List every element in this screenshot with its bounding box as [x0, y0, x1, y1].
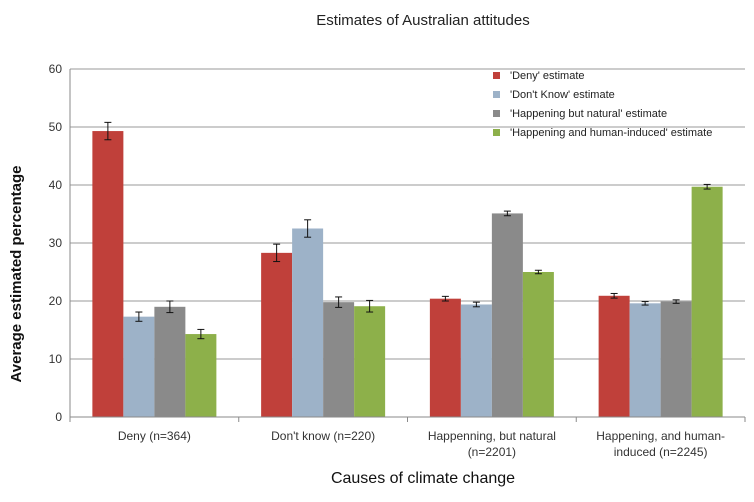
- axes: 0 10 20 30 40 50 60 Deny (n=364) Don't know (n=2…: [49, 62, 746, 459]
- x-axis-title: Causes of climate change: [331, 470, 515, 487]
- y-tick-label: 10: [49, 352, 63, 366]
- bar: [660, 301, 692, 417]
- bar: [691, 186, 723, 417]
- bar: [261, 252, 293, 417]
- legend-label: 'Deny' estimate: [510, 70, 585, 82]
- legend-label: 'Don't Know' estimate: [510, 89, 615, 101]
- bar: [354, 306, 386, 417]
- legend-swatch: [493, 91, 500, 98]
- legend-swatch: [493, 72, 500, 79]
- bar: [491, 213, 523, 417]
- y-tick-label: 0: [55, 410, 62, 424]
- bar: [629, 303, 661, 417]
- bar: [429, 298, 461, 417]
- legend-label: 'Happening and human-induced' estimate: [510, 127, 712, 139]
- y-tick-label: 60: [49, 62, 63, 76]
- bar: [185, 334, 217, 417]
- bar: [123, 316, 155, 417]
- legend-swatch: [493, 129, 500, 136]
- x-tick-label: Happenning, but natural: [428, 429, 556, 443]
- error-bars: [104, 121, 711, 340]
- bar: [92, 131, 124, 417]
- x-tick-label: Happening, and human-: [596, 429, 725, 443]
- bar: [522, 272, 554, 417]
- y-tick-label: 30: [49, 236, 63, 250]
- bar: [460, 304, 492, 417]
- y-tick-label: 40: [49, 178, 63, 192]
- y-axis-title: Average estimated percentage: [8, 165, 25, 382]
- x-tick-label: Don't know (n=220): [271, 429, 375, 443]
- chart-title: Estimates of Australian attitudes: [316, 12, 529, 29]
- x-tick-label: (n=2201): [468, 445, 516, 459]
- bar: [292, 228, 324, 417]
- x-tick-label: induced (n=2245): [614, 445, 708, 459]
- y-tick-label: 20: [49, 294, 63, 308]
- bar: [154, 306, 186, 417]
- bar: [323, 302, 355, 417]
- x-tick-label: Deny (n=364): [118, 429, 191, 443]
- legend-label: 'Happening but natural' estimate: [510, 108, 667, 120]
- bar: [598, 295, 630, 417]
- y-tick-label: 50: [49, 120, 63, 134]
- bars: [92, 131, 723, 417]
- legend: 'Deny' estimate 'Don't Know' estimate 'Hap…: [493, 70, 712, 139]
- legend-swatch: [493, 110, 500, 117]
